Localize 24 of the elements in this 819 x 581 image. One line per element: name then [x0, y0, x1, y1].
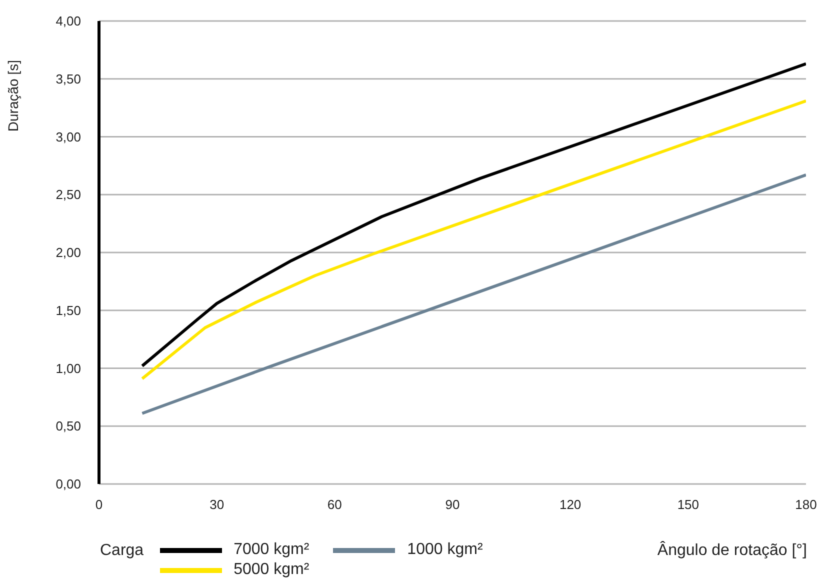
y-tick-label: 2,50 — [56, 187, 81, 202]
y-tick-label: 1,50 — [56, 302, 81, 318]
y-axis-title: Duração [s] — [5, 60, 21, 132]
y-tick-label: 3,00 — [56, 129, 81, 144]
legend-label: 1000 kgm² — [407, 541, 483, 559]
x-tick-label: 120 — [559, 497, 582, 512]
legend-label: 7000 kgm² — [234, 541, 310, 559]
x-tick-label: 150 — [677, 497, 700, 512]
y-tick-label: 4,00 — [56, 14, 81, 29]
x-tick-label: 0 — [95, 497, 103, 512]
x-tick-label: 180 — [795, 497, 817, 512]
legend-label: 5000 kgm² — [234, 561, 310, 579]
y-tick-label: 0,50 — [56, 418, 81, 434]
line-series — [140, 62, 806, 368]
y-tick-label: 0,00 — [56, 476, 81, 492]
x-tick-label: 90 — [445, 497, 460, 512]
x-tick-label: 60 — [327, 497, 342, 512]
x-axis-title: Ângulo de rotação [°] — [657, 540, 807, 561]
y-tick-label: 2,00 — [56, 245, 81, 260]
y-tick-label: 3,50 — [56, 71, 81, 86]
y-tick-label: 1,00 — [56, 360, 81, 376]
legend-title: Carga — [100, 541, 144, 561]
x-tick-label: 30 — [210, 497, 224, 512]
line-series — [140, 99, 806, 380]
